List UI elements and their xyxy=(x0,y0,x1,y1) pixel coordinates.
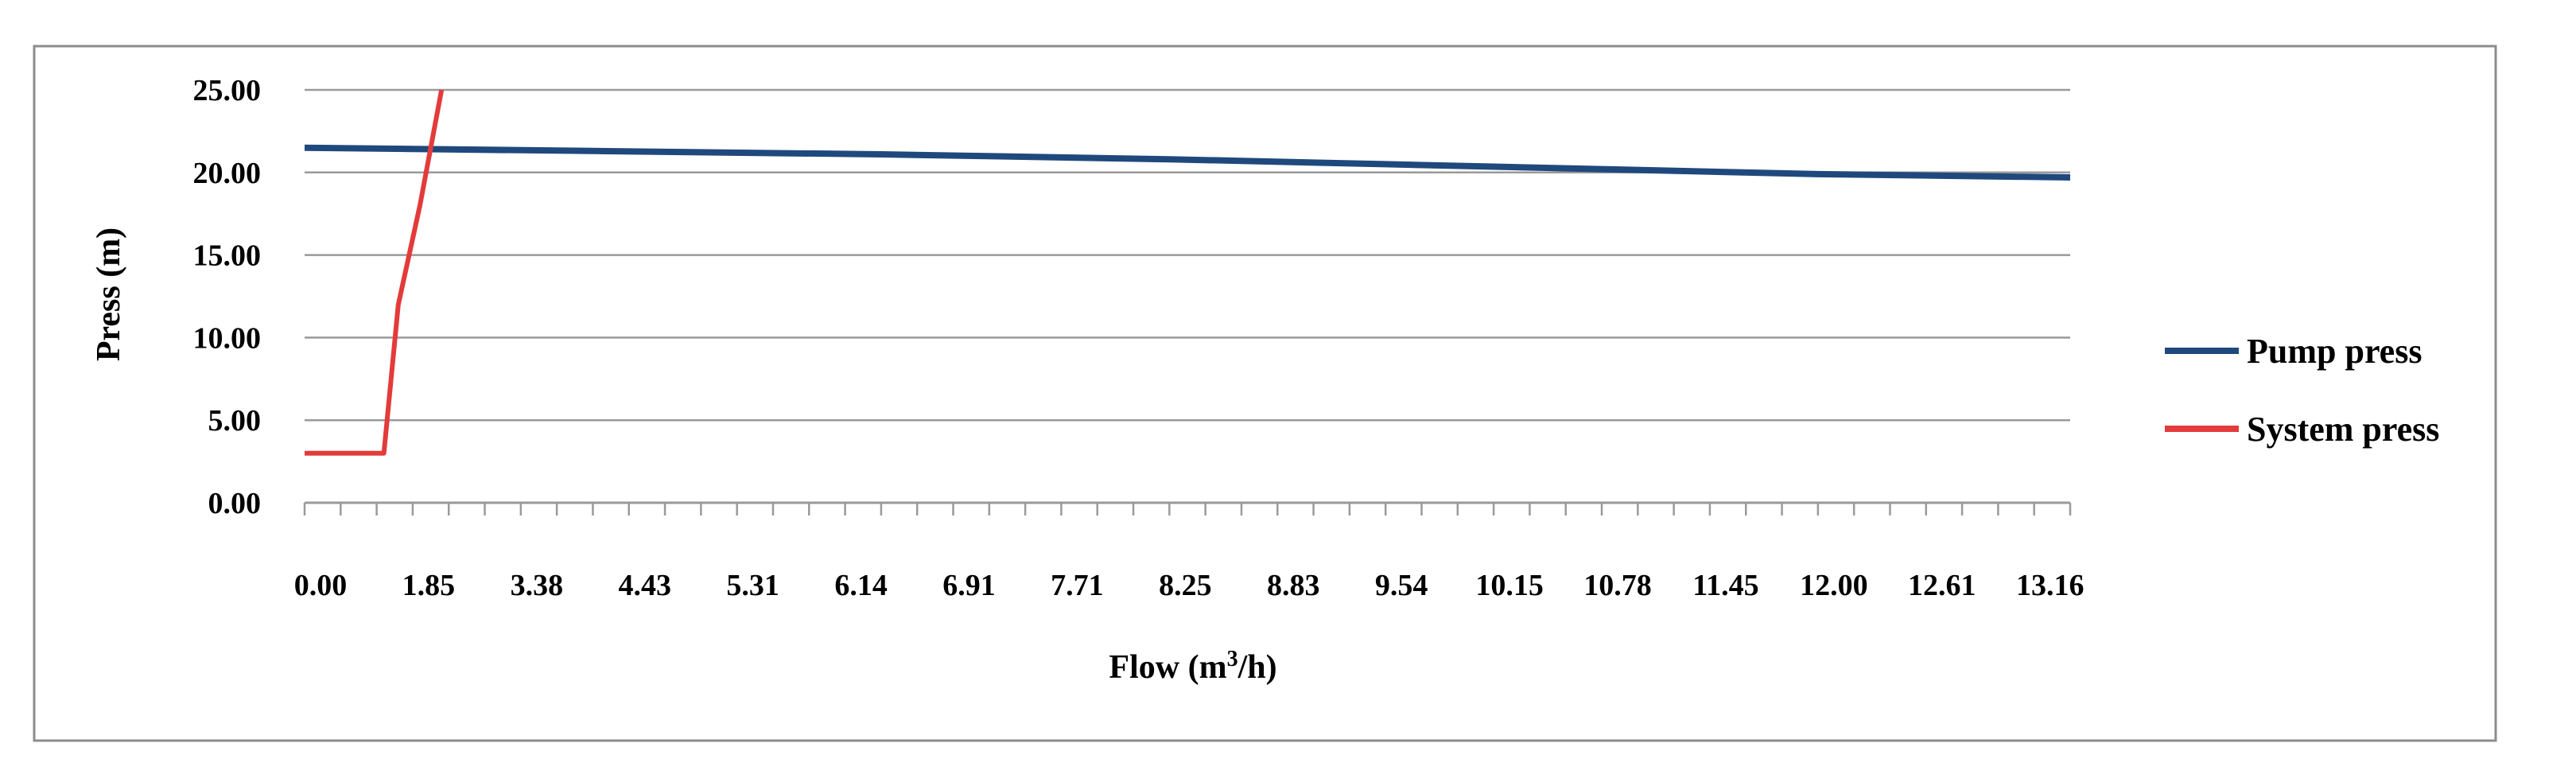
series-lines xyxy=(304,89,2071,456)
x-tick-label: 12.00 xyxy=(1800,569,1868,602)
y-tick-label: 25.00 xyxy=(193,74,262,107)
x-tick-label: 10.78 xyxy=(1583,569,1652,602)
legend-label-system-press: System press xyxy=(2247,410,2439,449)
x-tick-label: 6.91 xyxy=(942,569,996,602)
x-tick-label: 10.15 xyxy=(1475,569,1544,602)
x-tick-label: 5.31 xyxy=(726,569,779,602)
x-axis-title-tail: /h) xyxy=(1237,649,1277,686)
y-tick-label: 0.00 xyxy=(208,487,262,520)
x-axis-title-main: Flow (m xyxy=(1109,649,1226,686)
x-tick-label: 13.16 xyxy=(2016,569,2085,602)
y-axis-title: Press (m) xyxy=(91,228,127,361)
y-tick-label: 20.00 xyxy=(193,157,262,190)
x-tick-label: 3.38 xyxy=(511,569,564,602)
x-tick-label: 1.85 xyxy=(402,569,456,602)
x-tick-label: 12.61 xyxy=(1908,569,1976,602)
y-tick-label: 10.00 xyxy=(193,321,262,355)
y-tick-label: 15.00 xyxy=(193,239,262,273)
x-tick-label: 7.71 xyxy=(1051,569,1104,602)
y-tick-label: 5.00 xyxy=(208,404,262,438)
x-tick-label: 8.83 xyxy=(1267,569,1320,602)
series-line-pump-press xyxy=(304,144,2071,181)
x-tick-label: 11.45 xyxy=(1692,569,1758,602)
series-line-system-press xyxy=(305,89,445,456)
y-axis-ticks: 0.00 5.00 10.00 15.00 20.00 25.00 xyxy=(193,74,262,520)
x-tick-label: 4.43 xyxy=(619,569,672,602)
x-axis-title: Flow (m3/h) xyxy=(1109,647,1276,687)
x-tick-label: 0.00 xyxy=(294,569,348,602)
x-axis xyxy=(303,501,2072,515)
x-axis-title-superscript: 3 xyxy=(1227,647,1238,671)
x-tick-label: 9.54 xyxy=(1375,569,1428,602)
x-tick-label: 6.14 xyxy=(834,569,888,602)
x-axis-tick-labels: 0.00 1.85 3.38 4.43 5.31 6.14 6.91 7.71 8.25 8.83… xyxy=(294,569,2085,602)
x-tick-label: 8.25 xyxy=(1159,569,1212,602)
legend: Pump press System press xyxy=(2165,332,2439,449)
legend-label-pump-press: Pump press xyxy=(2247,332,2422,371)
